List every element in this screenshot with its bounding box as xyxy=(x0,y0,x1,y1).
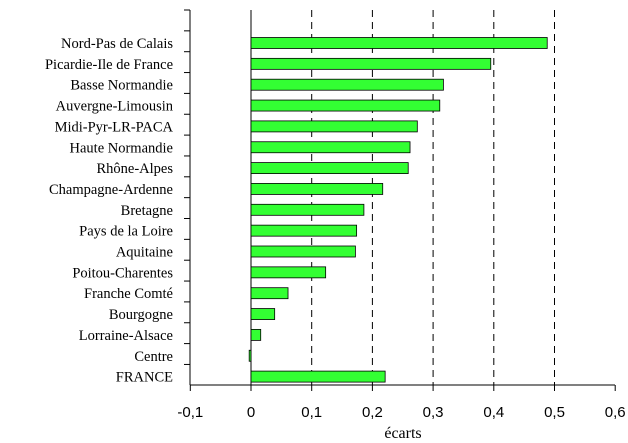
category-label: Basse Normandie xyxy=(70,78,173,94)
x-tick-label: 0,5 xyxy=(544,404,565,421)
x-tick-label: -0,1 xyxy=(177,404,203,421)
category-label: Lorraine-Alsace xyxy=(79,328,173,344)
bar xyxy=(250,203,365,216)
x-tick-label: 0,6 xyxy=(605,404,626,421)
bar xyxy=(250,224,358,237)
bar xyxy=(250,328,262,341)
category-label: Bourgogne xyxy=(109,307,173,323)
bar xyxy=(250,162,409,175)
bar xyxy=(250,287,289,300)
bar xyxy=(250,120,418,133)
category-label: FRANCE xyxy=(116,370,173,386)
x-tick-label: 0,2 xyxy=(362,404,383,421)
bar xyxy=(250,308,276,320)
x-tick-label: 0,1 xyxy=(301,404,322,421)
x-tick-labels: -0,1 0 0,1 0,2 0,3 0,4 0,5 0,6 xyxy=(177,404,625,421)
x-tick-label: 0 xyxy=(247,404,255,421)
bar xyxy=(250,245,356,258)
category-label: Franche Comté xyxy=(84,286,173,302)
category-label: Auvergne-Limousin xyxy=(56,99,174,115)
bar xyxy=(250,37,548,49)
bar xyxy=(250,141,411,154)
category-labels: Nord-Pas de Calais Picardie-Ile de France… xyxy=(45,36,174,386)
category-label: Picardie-Ile de France xyxy=(45,57,173,73)
bar xyxy=(248,349,252,362)
category-label: Haute Normandie xyxy=(70,140,173,156)
bar xyxy=(250,183,384,195)
bar xyxy=(250,99,441,112)
bar xyxy=(250,370,386,383)
category-label: Bretagne xyxy=(121,203,173,219)
gridlines xyxy=(311,10,555,385)
category-label: Aquitaine xyxy=(116,245,173,261)
bar xyxy=(250,78,444,91)
bars xyxy=(248,37,548,383)
category-label: Champagne-Ardenne xyxy=(49,182,173,198)
category-label: Poitou-Charentes xyxy=(72,265,173,281)
category-label: Pays de la Loire xyxy=(79,224,173,240)
category-label: Rhône-Alpes xyxy=(96,161,173,177)
category-label: Nord-Pas de Calais xyxy=(61,36,173,52)
bar xyxy=(250,57,492,70)
category-label: Midi-Pyr-LR-PACA xyxy=(55,119,174,135)
category-label: Centre xyxy=(134,349,173,365)
x-tick-label: 0,4 xyxy=(483,404,504,421)
x-tick-label: 0,3 xyxy=(423,404,444,421)
x-axis-title: écarts xyxy=(384,425,421,442)
axes xyxy=(184,9,616,391)
bar xyxy=(250,266,327,279)
